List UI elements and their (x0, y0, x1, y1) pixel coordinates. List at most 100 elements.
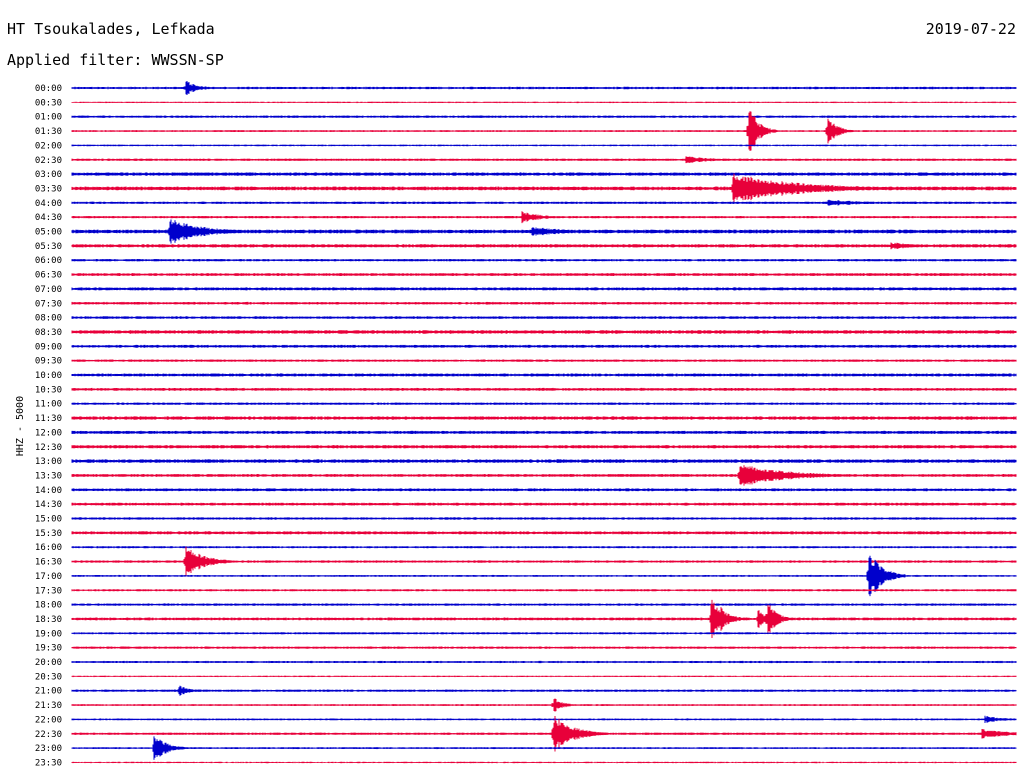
row-time-label: 02:30 (35, 156, 62, 166)
trace-1400 (71, 488, 1017, 492)
row-time-label: 23:30 (35, 758, 62, 768)
row-time-label: 13:30 (35, 471, 62, 481)
trace-1030 (71, 387, 1017, 391)
trace-0700 (71, 287, 1017, 291)
trace-2100 (71, 685, 1017, 696)
trace-1000 (71, 373, 1017, 377)
trace-1830 (71, 599, 1017, 638)
trace-0330 (71, 173, 1017, 204)
trace-1730 (71, 589, 1017, 592)
row-time-label: 17:00 (35, 572, 62, 582)
row-time-label: 01:00 (35, 113, 62, 123)
row-time-label: 23:00 (35, 744, 62, 754)
row-time-label: 03:00 (35, 170, 62, 180)
row-time-label: 21:00 (35, 687, 62, 697)
trace-0000 (71, 81, 1017, 95)
trace-0600 (71, 259, 1017, 262)
trace-1630 (71, 546, 1017, 577)
row-time-label: 15:00 (35, 515, 62, 525)
trace-0300 (71, 172, 1017, 176)
trace-1330 (71, 465, 1017, 486)
row-time-label: 07:00 (35, 285, 62, 295)
row-time-label: 13:00 (35, 457, 62, 467)
row-time-label: 16:30 (35, 558, 62, 568)
station-title: HT Tsoukalades, Lefkada (7, 20, 215, 38)
date-label: 2019-07-22 (925, 20, 1016, 38)
trace-0630 (71, 273, 1017, 276)
row-time-label: 20:30 (35, 672, 62, 682)
row-time-label: 15:30 (35, 529, 62, 539)
row-time-label: 00:30 (35, 98, 62, 108)
row-time-label: 09:30 (35, 357, 62, 367)
trace-0430 (71, 211, 1017, 224)
trace-1600 (71, 546, 1017, 549)
row-time-label: 19:30 (35, 644, 62, 654)
trace-1230 (71, 445, 1017, 449)
trace-1500 (71, 517, 1017, 520)
trace-1900 (71, 632, 1017, 635)
row-time-label: 02:00 (35, 141, 62, 151)
trace-0400 (71, 199, 1017, 206)
trace-1800 (71, 603, 1017, 606)
trace-1530 (71, 531, 1017, 535)
trace-2200 (71, 715, 1017, 723)
trace-0930 (71, 359, 1017, 362)
row-time-label: 05:30 (35, 242, 62, 252)
row-time-label: 21:30 (35, 701, 62, 711)
trace-0730 (71, 301, 1017, 305)
trace-0900 (71, 344, 1017, 348)
row-time-label: 17:30 (35, 586, 62, 596)
trace-2030 (71, 675, 1017, 678)
row-time-label: 12:00 (35, 428, 62, 438)
row-time-label: 18:00 (35, 601, 62, 611)
trace-0130 (71, 111, 1017, 151)
trace-0800 (71, 316, 1017, 319)
trace-0530 (71, 242, 1017, 250)
filter-label: Applied filter: WWSSN-SP (7, 51, 224, 69)
trace-0100 (71, 115, 1017, 118)
trace-0030 (71, 101, 1017, 104)
trace-0230 (71, 156, 1017, 164)
row-time-label: 01:30 (35, 127, 62, 137)
row-time-label: 05:00 (35, 228, 62, 238)
row-time-label: 09:00 (35, 342, 62, 352)
row-time-label: 19:00 (35, 629, 62, 639)
trace-0830 (71, 330, 1017, 334)
trace-2000 (71, 660, 1017, 664)
trace-1930 (71, 646, 1017, 649)
row-time-label: 11:30 (35, 414, 62, 424)
row-time-label: 07:30 (35, 299, 62, 309)
row-time-label: 12:30 (35, 443, 62, 453)
row-time-label: 14:00 (35, 486, 62, 496)
trace-1430 (71, 502, 1017, 506)
trace-2130 (71, 698, 1017, 712)
row-time-label: 08:00 (35, 314, 62, 324)
row-time-label: 08:30 (35, 328, 62, 338)
trace-0200 (71, 144, 1017, 147)
row-time-label: 20:00 (35, 658, 62, 668)
row-time-label: 06:30 (35, 271, 62, 281)
trace-1700 (71, 555, 1017, 597)
row-time-label: 22:00 (35, 715, 62, 725)
trace-2230 (71, 716, 1017, 752)
row-time-label: 18:30 (35, 615, 62, 625)
row-time-label: 06:00 (35, 256, 62, 266)
row-time-label: 03:30 (35, 184, 62, 194)
row-time-label: 10:30 (35, 385, 62, 395)
trace-1100 (71, 402, 1017, 405)
trace-2330 (71, 761, 1017, 764)
trace-0500 (71, 219, 1017, 244)
row-time-label: 00:00 (35, 84, 62, 94)
row-time-label: 10:00 (35, 371, 62, 381)
row-time-label: 04:30 (35, 213, 62, 223)
trace-1200 (71, 430, 1017, 434)
row-time-label: 16:00 (35, 543, 62, 553)
row-time-label: 04:00 (35, 199, 62, 209)
trace-2300 (71, 736, 1017, 760)
trace-1300 (71, 459, 1017, 463)
row-time-label: 22:30 (35, 730, 62, 740)
row-time-label: 11:00 (35, 400, 62, 410)
row-time-label: 14:30 (35, 500, 62, 510)
trace-1130 (71, 416, 1017, 420)
